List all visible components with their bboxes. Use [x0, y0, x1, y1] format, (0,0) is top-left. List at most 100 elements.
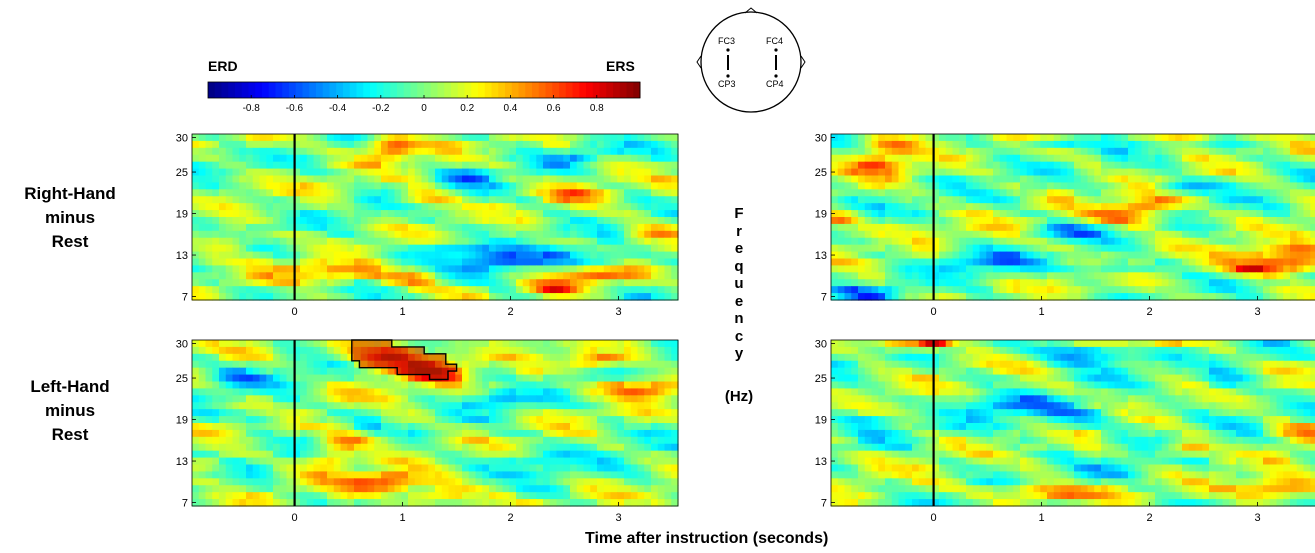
- heatmap-cell: [644, 189, 652, 197]
- heatmap-cell: [347, 161, 355, 170]
- colorbar-swatch: [626, 82, 634, 98]
- heatmap-cell: [624, 230, 632, 239]
- heatmap-cell: [273, 381, 281, 390]
- heatmap-cell: [509, 346, 517, 355]
- heatmap-cell: [239, 340, 247, 348]
- heatmap-cell: [1209, 175, 1217, 184]
- heatmap-cell: [898, 272, 906, 280]
- heatmap-cell: [475, 134, 483, 142]
- heatmap-cell: [381, 395, 389, 403]
- heatmap-cell: [543, 168, 551, 177]
- left-ear-icon: [696, 55, 702, 69]
- heatmap-cell: [918, 161, 927, 170]
- heatmap-cell: [831, 272, 839, 280]
- heatmap-cell: [1303, 265, 1311, 273]
- heatmap-cell: [448, 436, 456, 445]
- heatmap-cell: [651, 360, 659, 369]
- heatmap-cell: [993, 210, 1001, 218]
- heatmap-cell: [1222, 182, 1230, 190]
- heatmap-cell: [279, 381, 288, 390]
- heatmap-cell: [617, 293, 625, 301]
- heatmap-cell: [1236, 154, 1244, 163]
- heatmap-cell: [536, 203, 544, 211]
- heatmap-cell: [952, 175, 960, 184]
- colorbar-swatch: [289, 82, 297, 98]
- heatmap-cell: [192, 161, 200, 170]
- heatmap-cell: [502, 265, 510, 273]
- heatmap-cell: [563, 443, 571, 452]
- heatmap-cell: [327, 182, 335, 190]
- heatmap-cell: [306, 402, 315, 410]
- heatmap-cell: [858, 293, 866, 301]
- heatmap-cell: [657, 154, 666, 163]
- heatmap-cell: [644, 196, 652, 204]
- heatmap-cell: [374, 388, 382, 396]
- heatmap-cell: [671, 251, 679, 260]
- heatmap-cell: [1242, 182, 1251, 190]
- heatmap-cell: [529, 272, 537, 280]
- heatmap-cell: [482, 140, 490, 149]
- heatmap-cell: [1101, 223, 1109, 232]
- heatmap-cell: [1202, 147, 1210, 156]
- heatmap-cell: [1026, 223, 1035, 232]
- heatmap-cell: [435, 134, 443, 142]
- heatmap-cell: [871, 134, 879, 142]
- heatmap-cell: [644, 223, 652, 232]
- heatmap-cell: [489, 258, 497, 267]
- heatmap-cell: [549, 210, 558, 218]
- heatmap-cell: [347, 217, 355, 225]
- heatmap-cell: [340, 346, 348, 355]
- heatmap-cell: [637, 381, 645, 390]
- heatmap-cell: [367, 279, 375, 287]
- heatmap-cell: [435, 272, 443, 280]
- heatmap-cell: [293, 381, 301, 390]
- heatmap-cell: [637, 223, 645, 232]
- heatmap-cell: [1060, 182, 1068, 190]
- heatmap-cell: [972, 286, 981, 294]
- heatmap-cell: [945, 210, 954, 218]
- heatmap-cell: [576, 395, 585, 403]
- heatmap-cell: [597, 258, 605, 267]
- heatmap-cell: [1087, 272, 1095, 280]
- heatmap-cell: [232, 402, 240, 410]
- heatmap-cell: [1276, 237, 1284, 246]
- heatmap-cell: [1094, 244, 1102, 253]
- heatmap-cell: [1269, 217, 1278, 225]
- heatmap-cell: [858, 134, 866, 142]
- heatmap-cell: [1006, 147, 1014, 156]
- heatmap-cell: [597, 340, 605, 348]
- heatmap-cell: [408, 154, 416, 163]
- heatmap-cell: [1074, 161, 1082, 170]
- heatmap-cell: [374, 272, 382, 280]
- heatmap-cell: [374, 395, 382, 403]
- heatmap-cell: [239, 471, 247, 479]
- heatmap-cell: [232, 147, 240, 156]
- heatmap-cell: [844, 237, 852, 246]
- heatmap-cell: [414, 436, 423, 445]
- heatmap-cell: [1134, 196, 1143, 204]
- heatmap-cell: [844, 154, 852, 163]
- heatmap-cell: [246, 258, 254, 267]
- heatmap-cell: [1256, 286, 1264, 294]
- heatmap-cell: [475, 168, 483, 177]
- heatmap-cell: [300, 217, 308, 225]
- heatmap-cell: [205, 423, 213, 431]
- heatmap-cell: [259, 237, 267, 246]
- heatmap-cell: [610, 147, 618, 156]
- heatmap-cell: [603, 429, 612, 438]
- y-tick-label: 13: [176, 250, 188, 262]
- heatmap-cell: [536, 374, 544, 383]
- heatmap-cell: [462, 265, 470, 273]
- heatmap-cell: [1161, 217, 1170, 225]
- heatmap-cell: [563, 340, 571, 348]
- heatmap-cell: [603, 450, 612, 459]
- heatmap-cell: [482, 374, 490, 383]
- heatmap-cell: [925, 258, 933, 267]
- heatmap-cell: [932, 147, 940, 156]
- heatmap-cell: [1080, 251, 1089, 260]
- heatmap-cell: [1215, 189, 1224, 197]
- heatmap-cell: [212, 189, 220, 197]
- heatmap-cell: [293, 436, 301, 445]
- heatmap-cell: [462, 402, 470, 410]
- heatmap-cell: [273, 367, 281, 376]
